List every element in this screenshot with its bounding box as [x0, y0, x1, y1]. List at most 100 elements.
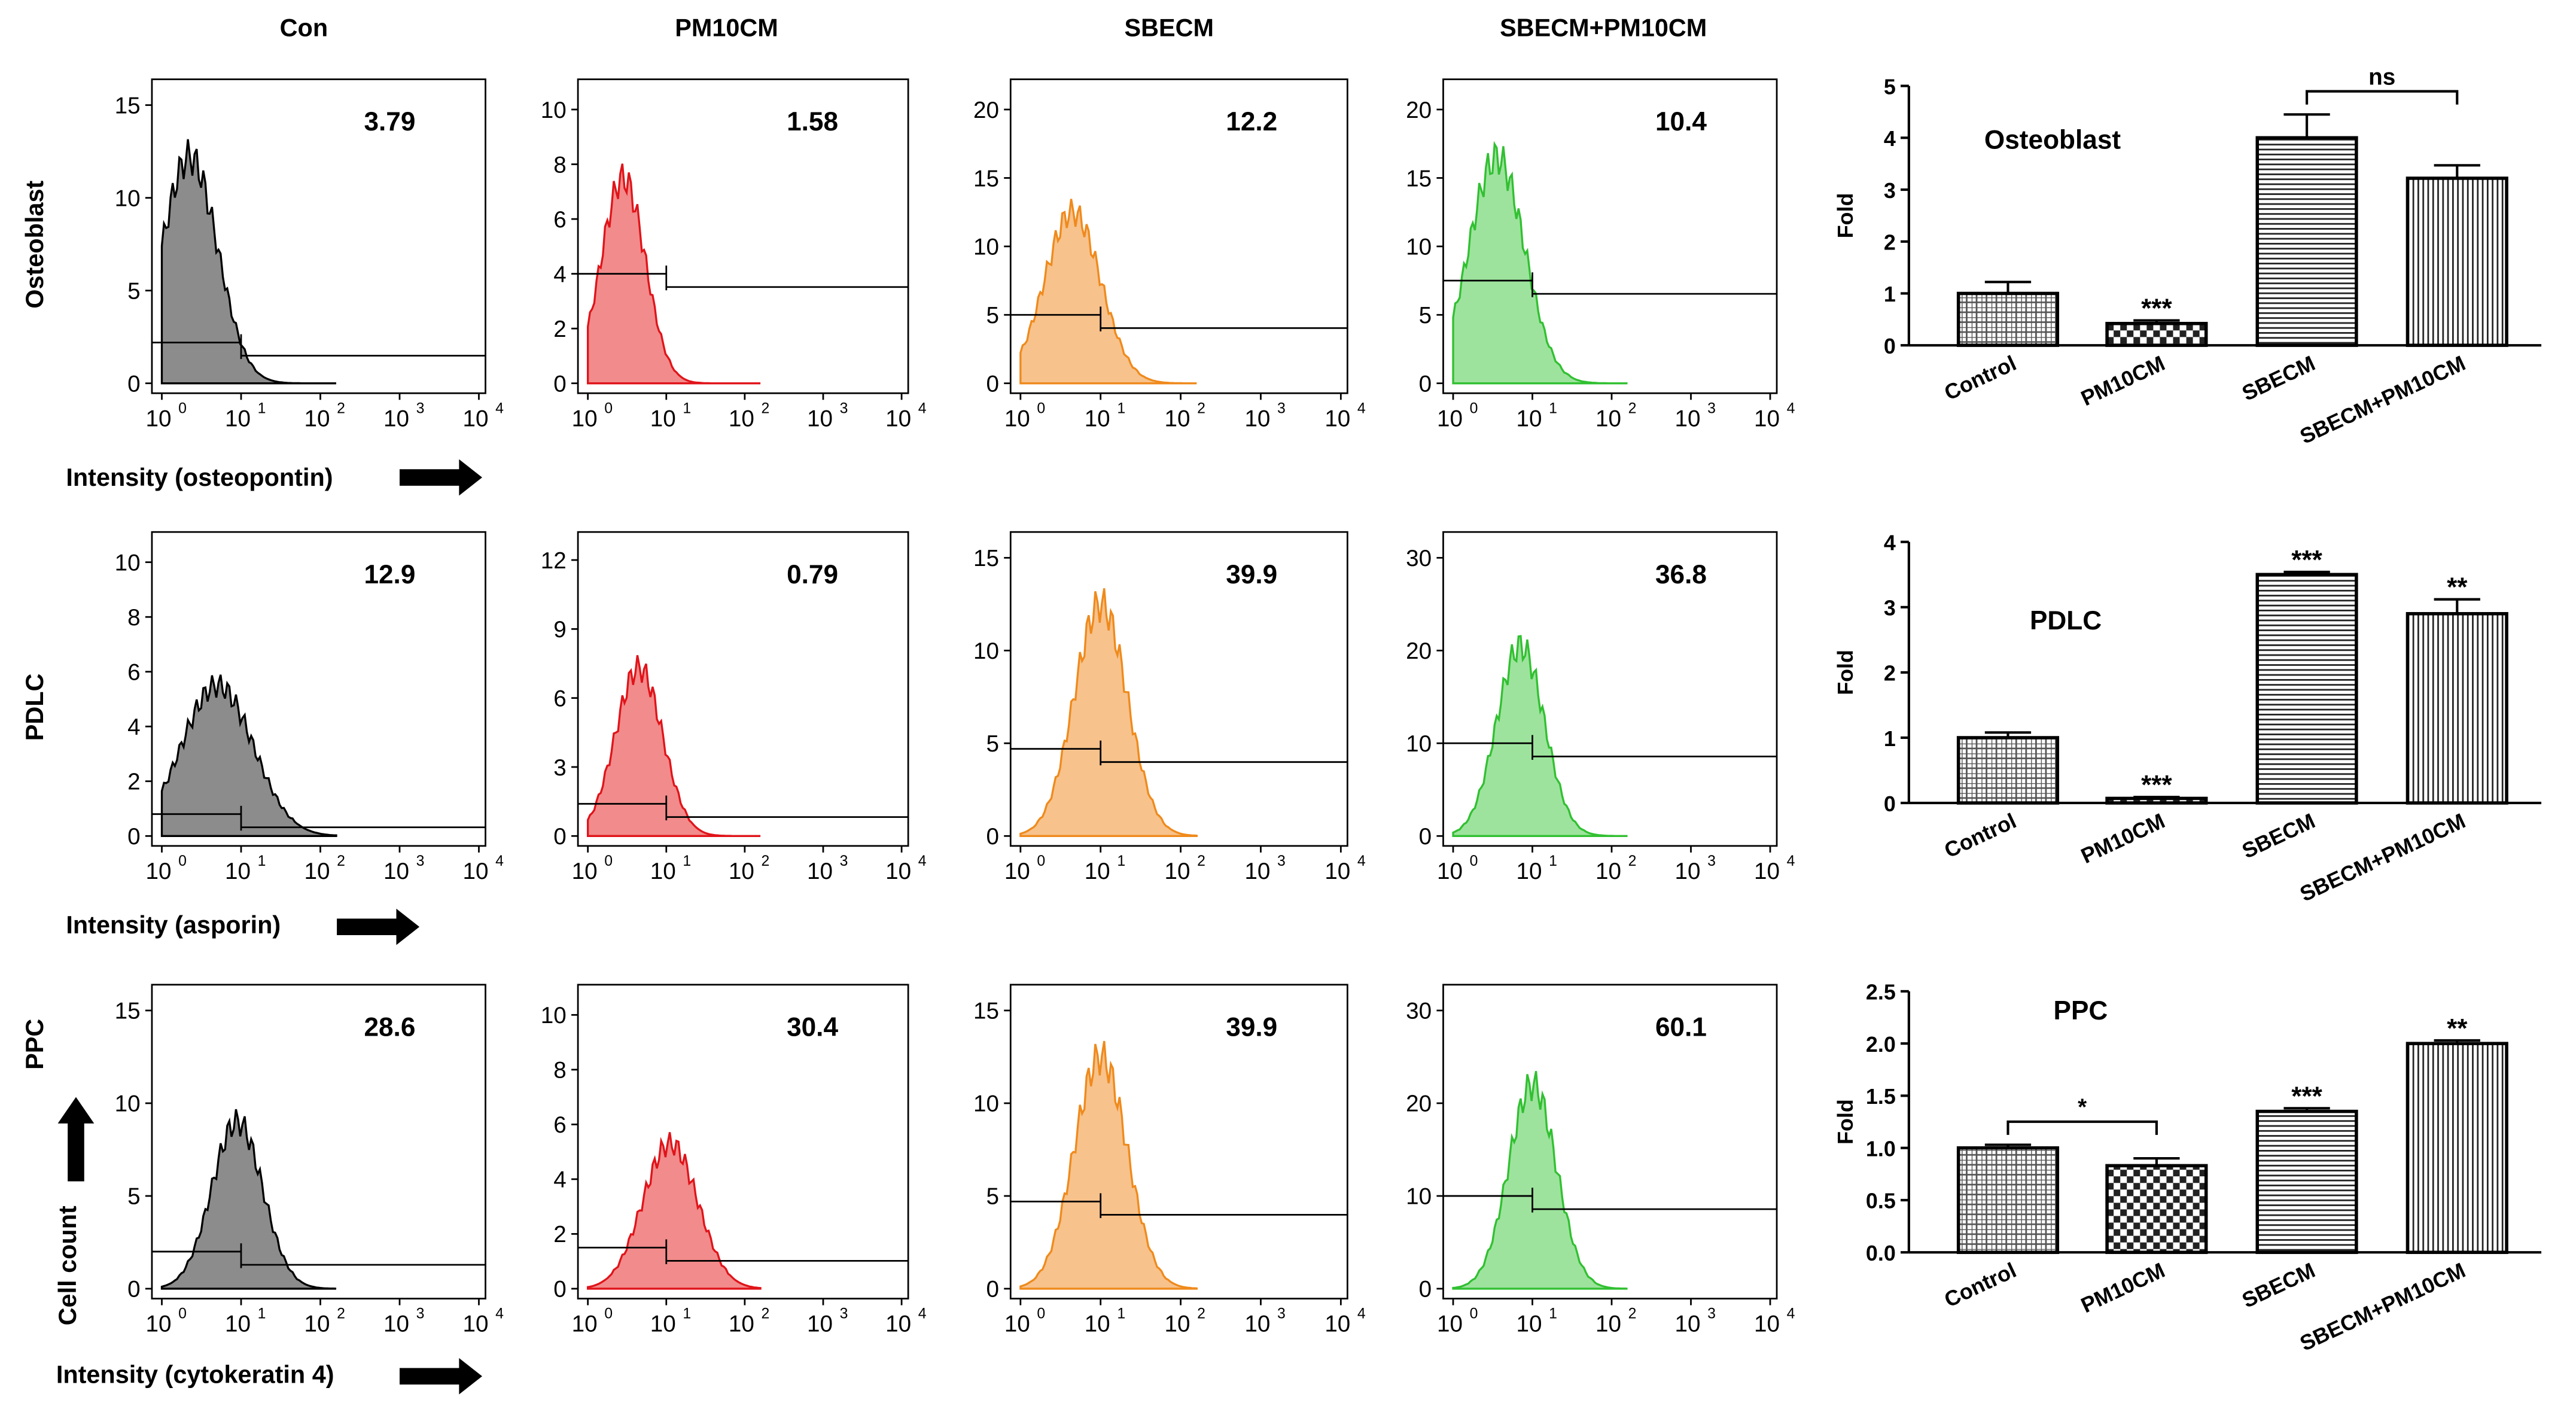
x-tick-exponent: 0: [604, 853, 613, 869]
x-tick-label: 10: [1437, 1311, 1463, 1337]
y-tick-label: 0: [127, 824, 140, 850]
column-header-sbecm: SBECM: [1125, 14, 1214, 42]
y-tick-label: 9: [553, 617, 566, 643]
bar-y-tick-label: 1: [1884, 282, 1896, 306]
bar-y-tick-label: 3: [1884, 597, 1896, 620]
bar-y-tick-label: 0.0: [1866, 1241, 1896, 1265]
bar-category-label: Control: [1941, 1258, 2020, 1312]
y-tick-label: 0: [986, 371, 998, 397]
y-tick-label: 10: [115, 550, 141, 576]
x-tick-exponent: 4: [1357, 853, 1366, 869]
bar-y-tick-label: 1.0: [1866, 1137, 1896, 1161]
x-tick-label: 10: [1595, 859, 1621, 884]
x-tick-exponent: 3: [416, 1306, 425, 1322]
x-tick-label: 10: [572, 859, 598, 884]
x-tick-exponent: 4: [918, 853, 927, 869]
y-tick-label: 5: [1419, 303, 1432, 328]
y-tick-label: 5: [986, 1184, 998, 1210]
x-tick-label: 10: [1004, 1311, 1030, 1337]
x-tick-label: 10: [1754, 859, 1780, 884]
bar-control: [1956, 291, 2060, 347]
xlabel-osteopontin: Intensity (osteopontin): [66, 464, 333, 491]
histogram-curve: [1019, 1040, 1198, 1290]
x-tick-label: 10: [885, 859, 911, 884]
histogram-frame: [577, 984, 909, 1300]
x-tick-label: 10: [1754, 406, 1780, 431]
x-tick-exponent: 0: [1037, 400, 1045, 416]
x-tick-label: 10: [885, 1311, 911, 1337]
y-tick-label: 6: [553, 686, 566, 711]
histogram-frame: [1009, 984, 1348, 1300]
x-tick-exponent: 4: [495, 853, 504, 869]
x-tick-exponent: 3: [1707, 1306, 1716, 1322]
x-tick-exponent: 4: [1357, 400, 1366, 416]
x-tick-exponent: 3: [416, 853, 425, 869]
x-tick-exponent: 2: [761, 400, 769, 416]
x-tick-exponent: 0: [1470, 853, 1478, 869]
histogram-frame: [577, 531, 909, 847]
histogram-curve: [1452, 635, 1628, 837]
y-tick-label: 0: [1419, 1277, 1432, 1302]
y-tick-label: 2: [553, 1222, 566, 1247]
histogram-frame: [151, 984, 486, 1300]
x-tick-label: 10: [145, 859, 171, 884]
x-tick-exponent: 3: [1277, 853, 1286, 869]
x-tick-exponent: 2: [1628, 400, 1637, 416]
x-tick-label: 10: [1674, 406, 1700, 431]
histogram-frame: [1442, 78, 1778, 394]
x-tick-exponent: 3: [1277, 1306, 1286, 1322]
y-tick-label: 15: [973, 999, 999, 1024]
x-tick-exponent: 3: [416, 400, 425, 416]
x-tick-label: 10: [1674, 1311, 1700, 1337]
y-tick-label: 10: [1406, 1184, 1432, 1210]
bar-category-label: PM10CM: [2077, 1258, 2168, 1317]
bar-category-label: SBECM+PM10CM: [2296, 1258, 2469, 1356]
x-tick-exponent: 2: [337, 1306, 345, 1322]
bar-y-tick-label: 2: [1884, 662, 1896, 686]
x-tick-exponent: 1: [1549, 1306, 1557, 1322]
y-tick-label: 0: [1419, 824, 1432, 850]
y-tick-label: 5: [127, 278, 140, 304]
bar-sbecm: [2255, 1109, 2358, 1254]
histogram-frame: [577, 78, 909, 394]
x-tick-exponent: 0: [1037, 1306, 1045, 1322]
row-label-pdlc: PDLC: [21, 674, 48, 741]
y-tick-label: 6: [553, 207, 566, 233]
x-tick-exponent: 1: [1549, 853, 1557, 869]
y-tick-label: 15: [1406, 166, 1432, 191]
x-tick-label: 10: [807, 1311, 833, 1337]
x-tick-label: 10: [1517, 406, 1542, 431]
x-tick-exponent: 0: [1470, 400, 1478, 416]
x-tick-label: 10: [1244, 1311, 1270, 1337]
x-tick-label: 10: [304, 406, 330, 431]
bar-y-tick-label: 1.5: [1866, 1085, 1896, 1109]
y-tick-label: 0: [986, 824, 998, 850]
x-tick-exponent: 1: [683, 1306, 691, 1322]
x-tick-label: 10: [729, 406, 754, 431]
x-tick-label: 10: [885, 406, 911, 431]
y-tick-label: 10: [973, 235, 999, 260]
y-tick-label: 20: [973, 98, 999, 123]
percent-value: 10.4: [1655, 107, 1707, 136]
bar-y-label: Fold: [1834, 1099, 1858, 1145]
x-tick-label: 10: [304, 859, 330, 884]
bar-chart-title: Osteoblast: [1984, 126, 2121, 155]
histogram-curve: [160, 1109, 337, 1290]
bar-category-label: SBECM: [2239, 1258, 2319, 1313]
y-tick-label: 10: [973, 1091, 999, 1117]
x-tick-label: 10: [1517, 1311, 1542, 1337]
bar-pm10cm: [2105, 321, 2208, 347]
x-tick-label: 10: [807, 859, 833, 884]
x-tick-exponent: 2: [1197, 400, 1205, 416]
y-tick-label: 4: [127, 714, 140, 740]
significance-marker: ***: [2291, 1082, 2322, 1111]
y-tick-label: 10: [1406, 731, 1432, 757]
y-tick-label: 0: [553, 824, 566, 850]
bar-y-tick-label: 3: [1884, 179, 1896, 203]
percent-value: 1.58: [787, 107, 838, 136]
bar-control: [1956, 736, 2060, 805]
